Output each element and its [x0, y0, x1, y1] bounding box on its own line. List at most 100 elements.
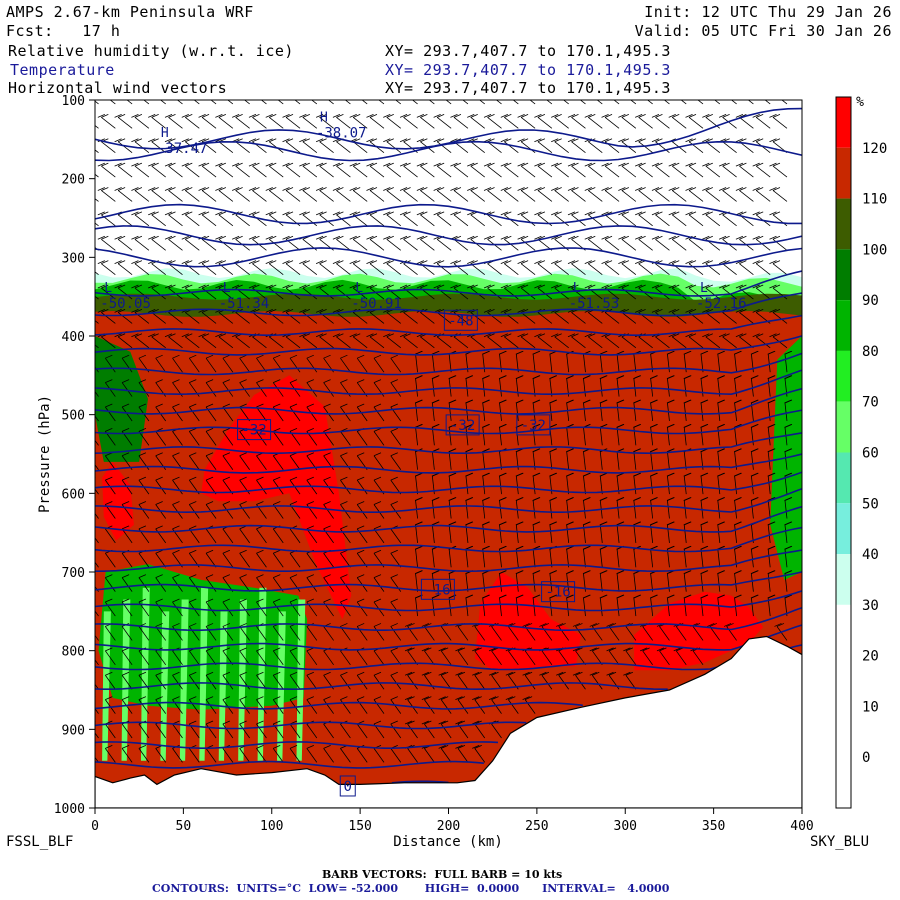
wind-barb	[774, 623, 788, 641]
contour-label-box	[237, 419, 272, 441]
wind-barb	[589, 647, 603, 666]
wind-barb	[383, 138, 402, 154]
wind-barb	[114, 162, 133, 178]
wind-barb	[299, 162, 318, 178]
wind-barb	[613, 100, 620, 105]
contour-label: -48	[448, 313, 473, 329]
wind-barb	[349, 333, 368, 349]
wind-barb	[601, 235, 620, 251]
wind-barb	[733, 472, 742, 495]
wind-barb	[248, 113, 267, 129]
colorbar-segment	[836, 97, 851, 148]
colorbar-segment	[836, 554, 851, 605]
wind-barb	[306, 403, 318, 422]
wind-barb	[532, 497, 541, 519]
wind-barb	[404, 720, 418, 739]
wind-barb	[702, 284, 721, 300]
wind-barb	[532, 594, 541, 617]
wind-barb	[522, 696, 536, 714]
wind-barb	[155, 354, 167, 373]
wind-barb	[306, 696, 318, 714]
wind-barb	[599, 423, 608, 446]
wind-barb	[534, 138, 553, 154]
wind-barb	[750, 423, 759, 446]
wind-barb	[616, 594, 625, 617]
wind-barb	[282, 187, 301, 202]
wind-barb	[95, 671, 99, 690]
wind-barb	[784, 448, 793, 470]
wind-barb	[172, 671, 183, 690]
wind-barb	[668, 284, 687, 300]
wind-barb	[750, 545, 759, 568]
wind-barb	[416, 260, 435, 275]
wind-barb	[599, 375, 608, 397]
wind-barb	[131, 113, 150, 129]
wind-barb	[390, 549, 402, 568]
wind-barb	[294, 100, 301, 105]
wind-barb	[567, 187, 586, 202]
wind-barb	[356, 671, 368, 690]
wind-barb	[596, 100, 603, 105]
colorbar-segment	[836, 147, 851, 199]
wind-barb	[616, 570, 625, 592]
wind-barb	[498, 497, 507, 519]
wind-barb	[248, 162, 267, 178]
wind-barb	[390, 720, 402, 739]
wind-barb	[752, 284, 771, 300]
rh-streak	[140, 587, 150, 761]
wind-barb	[306, 525, 318, 544]
wind-barb	[148, 309, 166, 324]
wind-barb	[366, 284, 385, 300]
contour-label-box	[516, 414, 551, 436]
wind-barb	[517, 113, 536, 129]
rh-region-3	[634, 591, 764, 671]
wind-barb	[781, 100, 788, 105]
wind-barb	[340, 354, 351, 373]
wind-barb	[488, 696, 502, 714]
wind-barb	[438, 745, 452, 763]
wind-barb	[260, 100, 267, 105]
wind-barb	[332, 309, 351, 324]
wind-barb	[733, 423, 742, 446]
colorbar-tick-label: 100	[862, 242, 887, 258]
wind-barb	[488, 671, 502, 690]
wind-barb	[517, 138, 536, 154]
wind-barb	[517, 260, 536, 275]
wind-barb	[445, 100, 452, 105]
wind-barb	[383, 211, 402, 227]
contour-label-box	[420, 578, 455, 600]
wind-barb	[683, 399, 692, 422]
wind-barb	[717, 497, 725, 519]
wind-barb	[349, 113, 368, 129]
wind-barb	[431, 350, 440, 373]
wind-barb	[282, 138, 301, 154]
wind-barb	[289, 647, 301, 666]
wind-barb	[95, 720, 99, 739]
wind-barb	[323, 427, 334, 446]
wind-barb	[532, 521, 541, 543]
wind-barb	[515, 472, 524, 495]
wind-barb	[663, 100, 670, 105]
wind-barb	[584, 113, 603, 129]
wind-barb	[702, 162, 721, 178]
wind-barb	[482, 448, 490, 470]
wind-barb	[601, 187, 620, 202]
wind-barb	[649, 423, 658, 446]
wind-barb	[584, 333, 603, 349]
wind-barb	[566, 594, 574, 617]
wind-barb	[517, 187, 536, 202]
wind-barb	[416, 235, 435, 251]
wind-barb	[718, 187, 737, 202]
wind-barb	[680, 100, 687, 105]
wind-barb	[567, 284, 586, 300]
wind-barb	[428, 100, 435, 105]
contour-label: -16	[545, 585, 570, 601]
wind-barb	[685, 284, 704, 300]
wind-barb	[198, 187, 217, 202]
wind-barb	[121, 696, 133, 714]
wind-barb	[416, 211, 435, 227]
wind-barb	[517, 333, 536, 349]
wind-barb	[717, 350, 725, 373]
wind-barb	[231, 138, 250, 154]
wind-barb	[683, 375, 692, 397]
